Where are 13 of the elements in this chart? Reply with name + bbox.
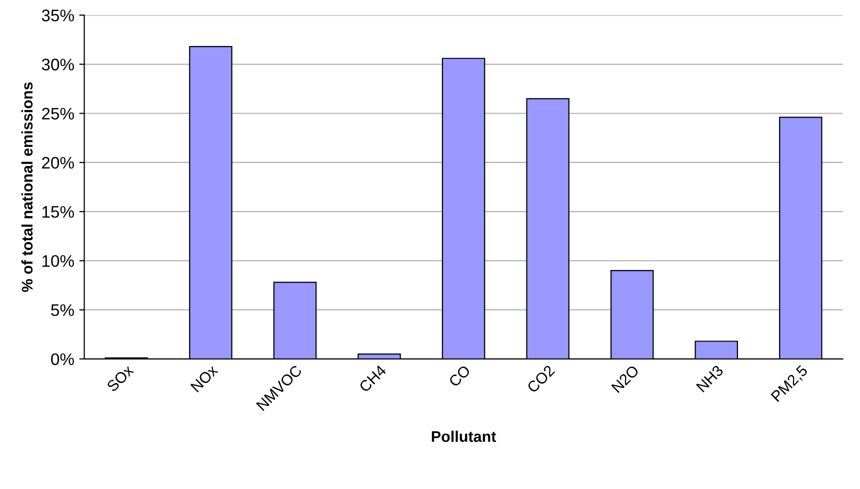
x-tick-label: CO xyxy=(448,364,471,388)
y-tick-label: 30% xyxy=(42,58,74,70)
y-tick-label: 20% xyxy=(42,156,74,169)
y-axis-title: % of total national emissions xyxy=(21,82,33,292)
x-tick-label: SOx xyxy=(106,364,134,392)
y-tick-label: 5% xyxy=(51,304,74,316)
y-tick-label: 15% xyxy=(42,206,74,218)
y-tick-label: 0% xyxy=(51,353,74,366)
x-tick-label: CH4 xyxy=(358,364,387,393)
y-tick-label: 25% xyxy=(42,108,74,120)
y-tick-label: 35% xyxy=(42,10,74,22)
x-axis-title: Pollutant xyxy=(432,430,496,442)
y-tick-label: 10% xyxy=(42,255,74,267)
